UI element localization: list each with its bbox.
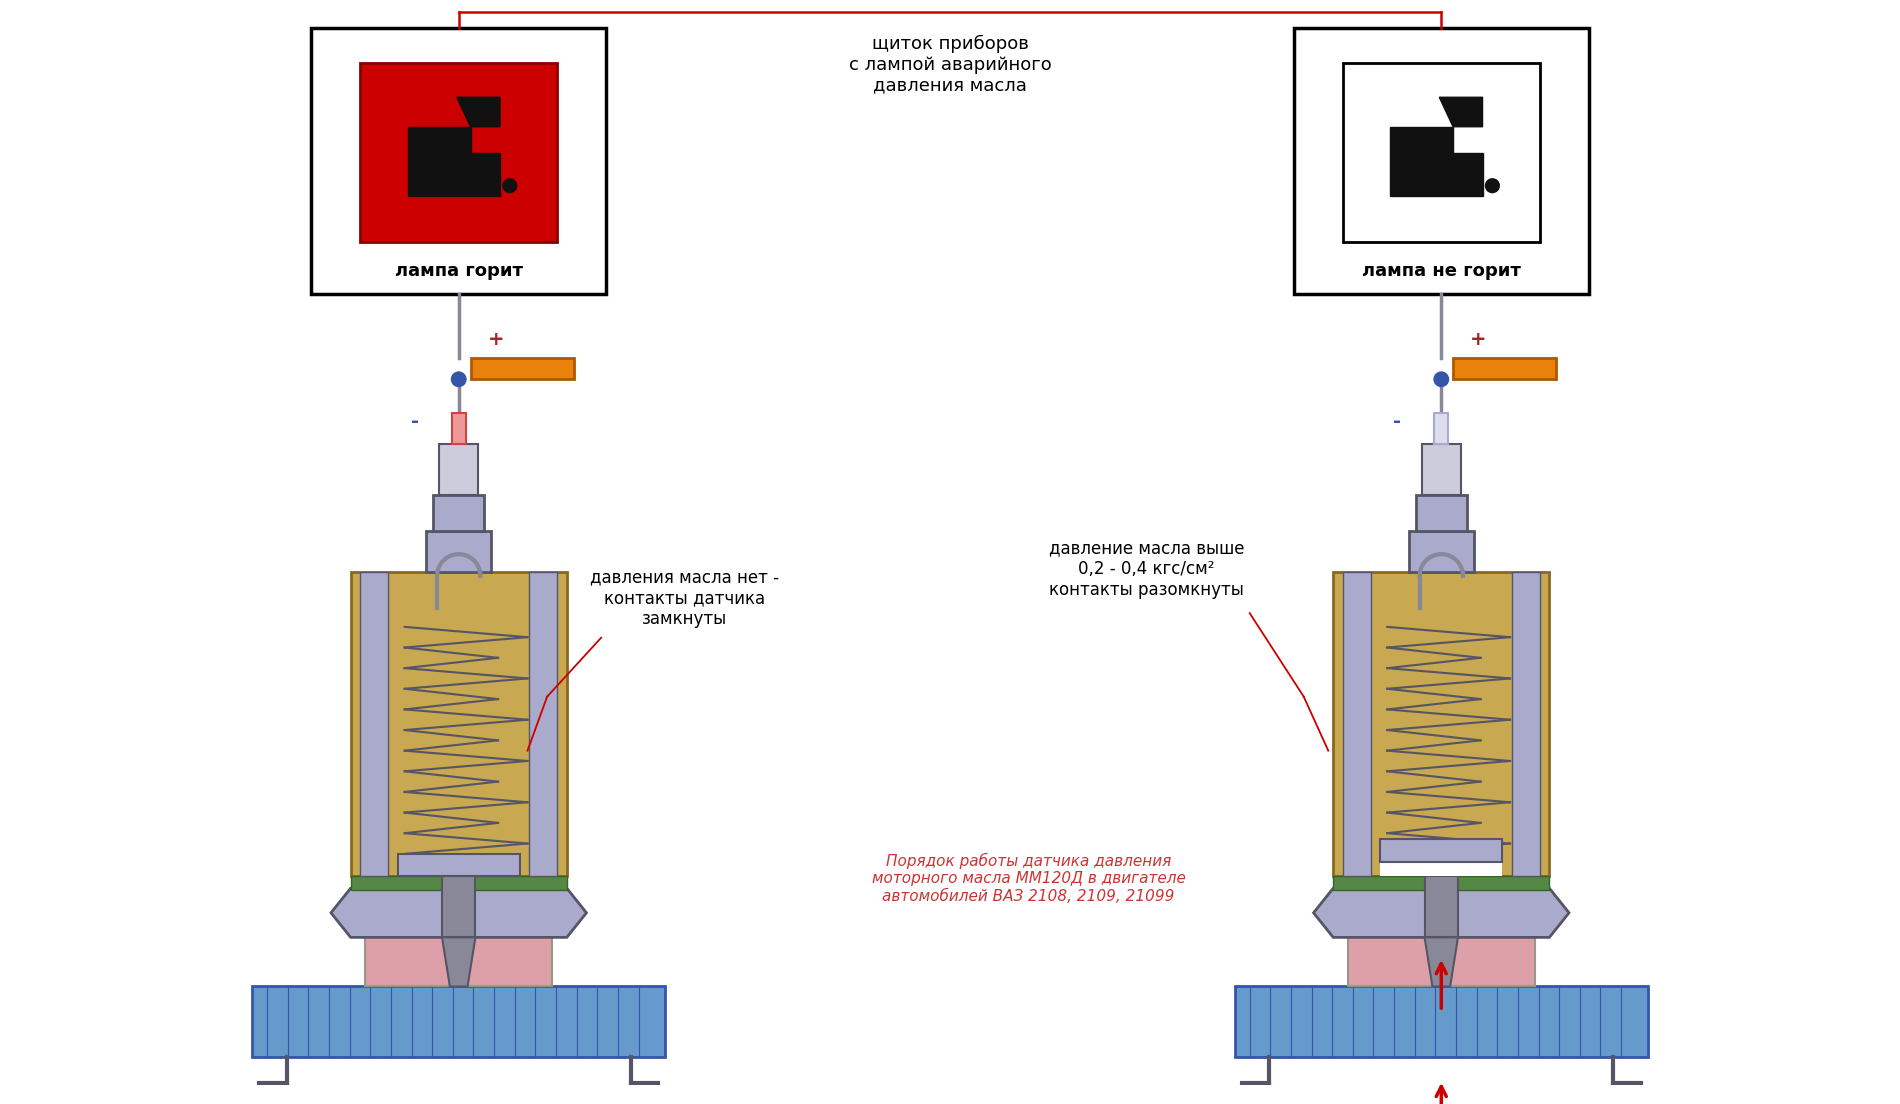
Text: давление масла выше
0,2 - 0,4 кгс/см²
контакты разомкнуты: давление масла выше 0,2 - 0,4 кгс/см² ко…: [1049, 539, 1245, 598]
Text: лампа горит: лампа горит: [395, 262, 522, 280]
Bar: [1512, 572, 1539, 877]
Bar: [433, 496, 484, 531]
Bar: [1421, 444, 1461, 496]
Bar: [452, 413, 466, 444]
Bar: [1425, 877, 1457, 937]
Bar: [312, 29, 606, 294]
Bar: [1347, 937, 1535, 987]
Bar: [426, 531, 490, 572]
Bar: [352, 877, 566, 890]
Text: +: +: [488, 330, 504, 350]
Bar: [1334, 572, 1548, 877]
Bar: [1434, 413, 1448, 444]
Bar: [1235, 987, 1647, 1058]
Bar: [1343, 572, 1370, 877]
Polygon shape: [443, 937, 475, 987]
Text: лампа не горит: лампа не горит: [1362, 262, 1520, 280]
Bar: [1343, 63, 1539, 242]
Polygon shape: [1425, 937, 1457, 987]
Polygon shape: [1313, 889, 1569, 937]
Circle shape: [1434, 372, 1448, 386]
Bar: [530, 572, 557, 877]
Bar: [1294, 29, 1588, 294]
Bar: [1381, 862, 1503, 877]
Polygon shape: [1391, 127, 1482, 195]
Text: Порядок работы датчика давления
моторного масла ММ120Д в двигателе
автомобилей В: Порядок работы датчика давления моторног…: [872, 852, 1186, 904]
Bar: [361, 572, 388, 877]
Bar: [1334, 877, 1548, 890]
Bar: [443, 877, 475, 937]
Text: давления масла нет -
контакты датчика
замкнуты: давления масла нет - контакты датчика за…: [591, 569, 779, 628]
Bar: [439, 444, 479, 496]
Bar: [1416, 496, 1467, 531]
Circle shape: [1486, 179, 1499, 192]
Circle shape: [452, 372, 466, 386]
Text: +: +: [1471, 330, 1488, 350]
Polygon shape: [331, 889, 587, 937]
Polygon shape: [1440, 97, 1482, 127]
Polygon shape: [456, 97, 500, 127]
Text: -: -: [410, 412, 418, 431]
Polygon shape: [408, 127, 500, 195]
Bar: [352, 572, 566, 877]
Bar: [1454, 358, 1556, 380]
Bar: [1410, 531, 1474, 572]
Bar: [471, 358, 574, 380]
Text: -: -: [1393, 412, 1400, 431]
Circle shape: [504, 179, 517, 192]
Bar: [1381, 839, 1503, 862]
Bar: [397, 853, 519, 877]
Bar: [253, 987, 665, 1058]
Bar: [361, 63, 557, 242]
Bar: [365, 937, 553, 987]
Text: щиток приборов
с лампой аварийного
давления масла: щиток приборов с лампой аварийного давле…: [849, 35, 1051, 95]
